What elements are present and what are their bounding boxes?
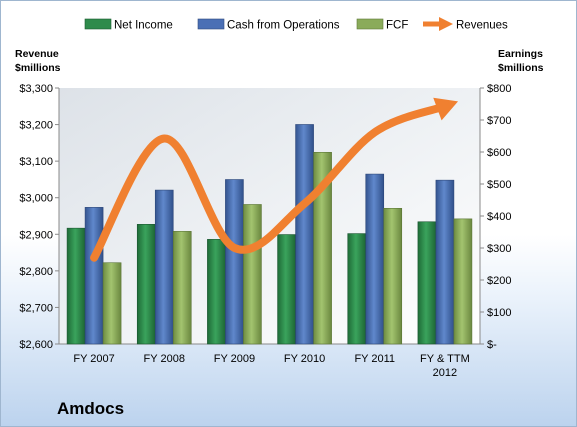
bar-fcf	[172, 231, 192, 345]
left-tick-label: $3,300	[19, 83, 53, 95]
bar-net-income	[417, 221, 437, 345]
legend-label-cash-from-operations: Cash from Operations	[227, 20, 340, 32]
left-tick-label: $3,200	[19, 120, 53, 132]
legend-label-fcf: FCF	[386, 20, 408, 32]
bar-fcf	[383, 208, 403, 345]
x-category-label: FY & TTM 2012	[420, 353, 470, 379]
legend-arrowhead-revenues	[439, 17, 453, 31]
right-tick-label: $600	[487, 147, 511, 159]
right-tick-label: $200	[487, 275, 511, 287]
right-axis-title-line-1: Earnings	[498, 48, 543, 60]
x-category-label: FY 2011	[354, 353, 395, 365]
bar-cash-from-operations	[154, 189, 174, 345]
left-axis-title-line-1: Revenue	[15, 48, 59, 60]
bar-fcf	[243, 204, 262, 345]
bar-cash-from-operations	[225, 179, 244, 345]
right-tick-label: $400	[487, 211, 511, 223]
left-axis-title-line-2: $millions	[15, 62, 61, 74]
legend-swatch-cash-from-operations	[197, 18, 225, 30]
right-tick-label: $100	[487, 307, 511, 319]
legend-swatch-fcf	[356, 18, 384, 30]
right-tick-label: $700	[487, 115, 511, 127]
revenue-line	[90, 102, 449, 262]
bar-net-income	[136, 224, 156, 345]
bars	[66, 124, 473, 345]
bar-net-income	[207, 239, 226, 345]
legend-label-net-income: Net Income	[114, 20, 173, 32]
x-category-label: FY 2007	[73, 353, 114, 365]
bar-net-income	[347, 233, 367, 345]
axes: $2,600 $2,700 $2,800 $2,900 $3,000 $3,100 $3,2…	[19, 83, 511, 351]
bar-fcf	[102, 262, 122, 345]
left-tick-label: $3,000	[19, 193, 53, 205]
revenue-arrowhead	[433, 97, 459, 121]
x-category-label: FY 2010	[284, 353, 325, 365]
bar-cash-from-operations	[365, 173, 385, 345]
legend: Net Income Cash from Operations FCF Reve…	[84, 17, 508, 32]
x-axis-labels: FY 2007 FY 2008 FY 2009 FY 2010 FY 2011 FY & …	[73, 353, 469, 379]
company-name: Amdocs	[57, 399, 124, 418]
left-tick-label: $2,600	[19, 339, 53, 351]
bar-cash-from-operations	[84, 207, 104, 345]
legend-swatch-net-income	[84, 18, 112, 30]
left-tick-label: $2,900	[19, 229, 53, 241]
x-category-label: FY 2008	[144, 353, 185, 365]
bar-cash-from-operations	[295, 124, 314, 345]
legend-label-revenues: Revenues	[456, 20, 508, 32]
right-tick-label: $800	[487, 83, 511, 95]
right-tick-label: $500	[487, 179, 511, 191]
left-tick-label: $2,800	[19, 266, 53, 278]
right-tick-label: $-	[487, 339, 497, 351]
bar-fcf	[453, 218, 473, 345]
plot-area	[59, 88, 480, 344]
bar-net-income	[66, 227, 86, 345]
x-category-label: FY 2009	[214, 353, 255, 365]
right-axis-title-line-2: $millions	[498, 62, 544, 74]
left-tick-label: $3,100	[19, 156, 53, 168]
bar-fcf	[313, 152, 332, 345]
left-tick-label: $2,700	[19, 302, 53, 314]
bar-cash-from-operations	[435, 179, 455, 345]
right-tick-label: $300	[487, 243, 511, 255]
revenue-series	[90, 97, 459, 262]
bar-net-income	[277, 234, 296, 345]
